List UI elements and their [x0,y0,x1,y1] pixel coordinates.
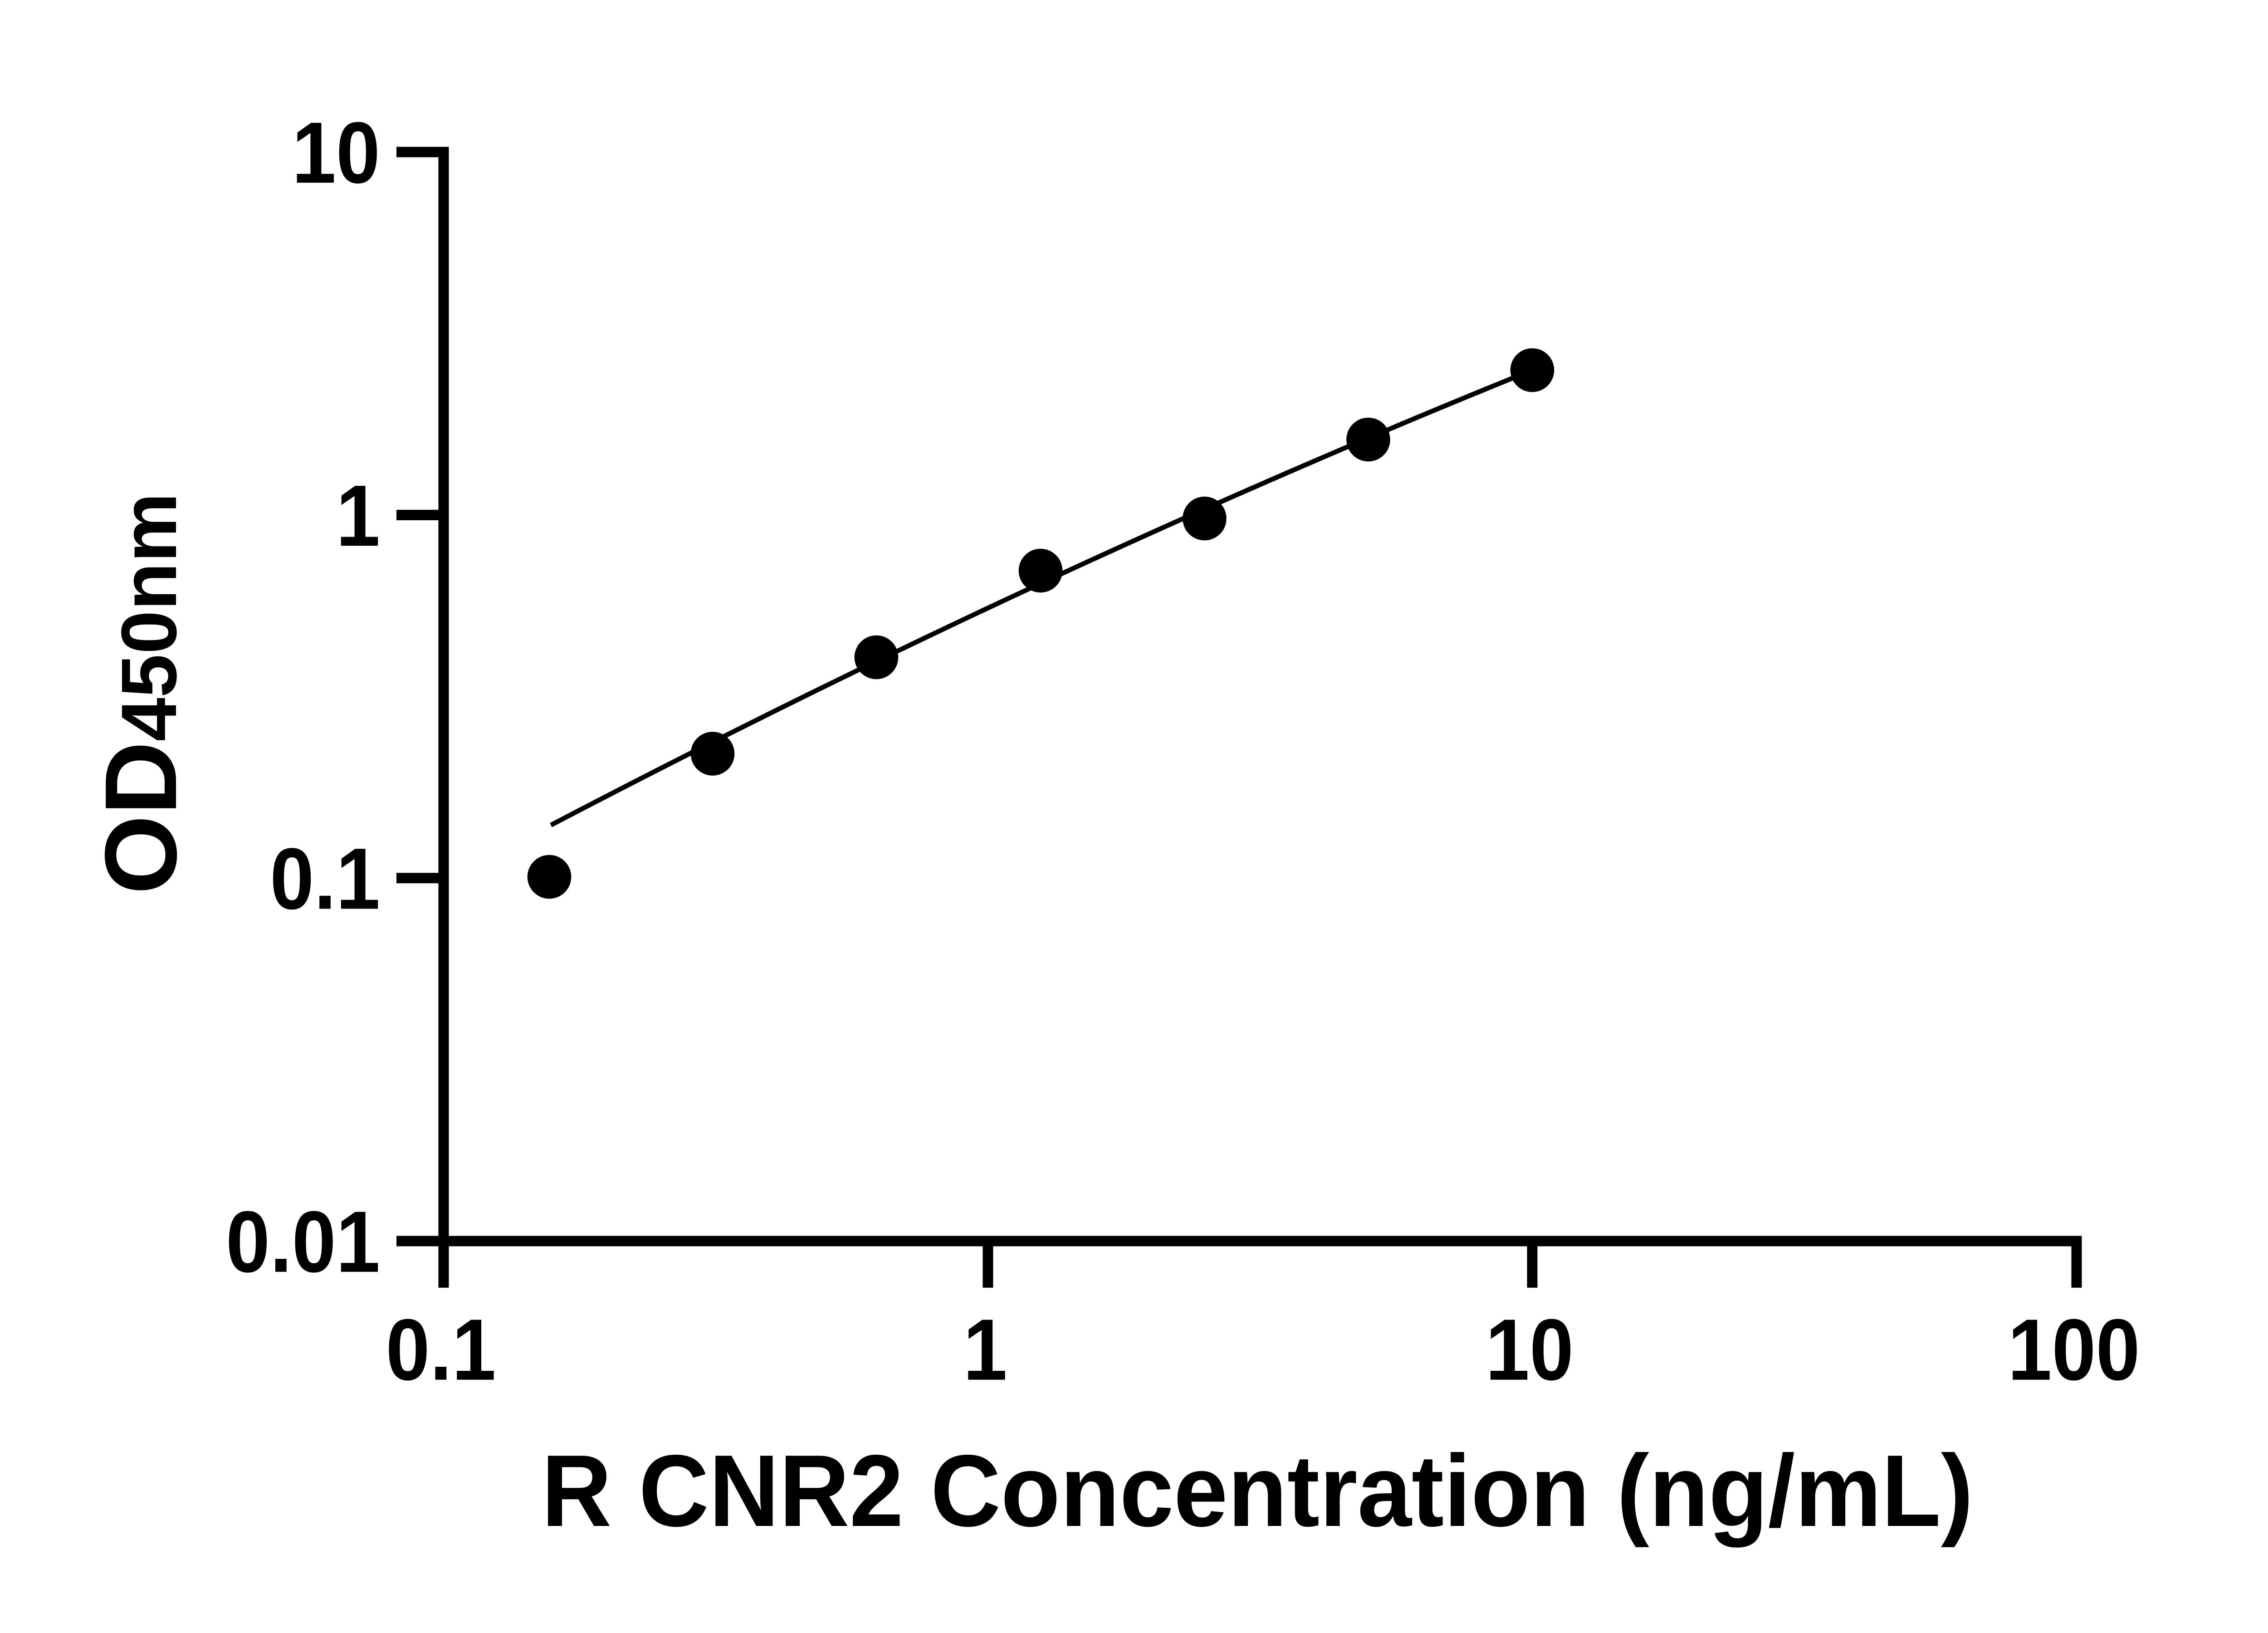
svg-text:OD450nm: OD450nm [83,493,198,895]
svg-text:0.1: 0.1 [270,830,380,927]
svg-text:1: 1 [963,1301,1007,1398]
svg-text:1: 1 [336,467,380,564]
svg-text:R CNR2 Concentration (ng/mL): R CNR2 Concentration (ng/mL) [542,1433,1974,1548]
svg-text:0.01: 0.01 [226,1193,380,1290]
svg-text:0.1: 0.1 [386,1301,496,1398]
svg-text:10: 10 [292,104,380,201]
svg-text:10: 10 [1486,1301,1574,1398]
svg-text:100: 100 [2008,1301,2140,1398]
